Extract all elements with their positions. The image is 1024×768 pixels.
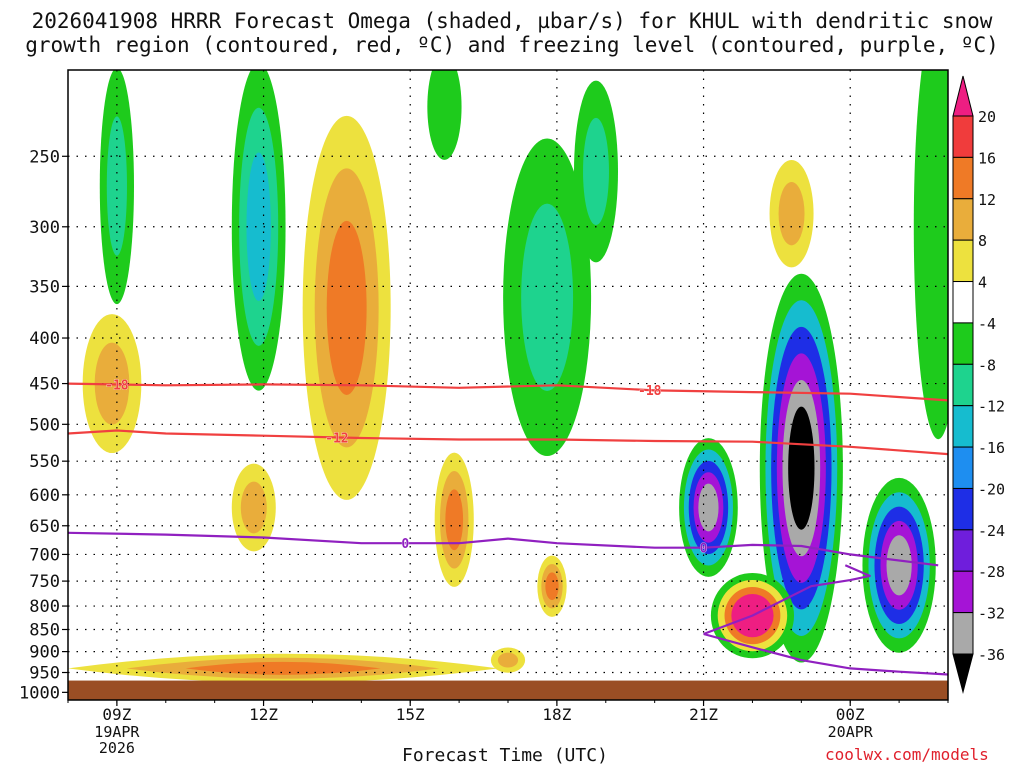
ground-layer	[68, 680, 948, 700]
y-tick-label-500: 500	[29, 415, 60, 435]
omega-shade-15-1	[778, 182, 805, 246]
y-tick-label-450: 450	[29, 375, 60, 395]
colorbar-swatch-7	[952, 363, 974, 407]
colorbar: 20 16 12 8 4 -4 -8 -12 -16 -20 -24 -28 -32 -36	[952, 75, 1005, 694]
contour-line-0	[68, 382, 948, 402]
colorbar-swatch-11	[952, 529, 974, 572]
omega-shade-7-1	[240, 481, 267, 534]
omega-shade-3-1	[583, 117, 609, 226]
omega-shade-band-2	[185, 661, 381, 675]
omega-shade-11-4	[698, 483, 719, 532]
y-tick-label-600: 600	[29, 486, 60, 506]
x-tick-label-0: 09Z	[102, 705, 131, 724]
x-tick-label-3: 18Z	[542, 705, 571, 724]
omega-shade-8-2	[445, 489, 464, 551]
y-tick-label-750: 750	[29, 572, 60, 592]
omega-shade-2-1	[521, 203, 574, 391]
colorbar-label-8: -16	[978, 439, 1005, 457]
colorbar-swatch-12	[952, 570, 974, 614]
contour-label-0-1: -18	[638, 384, 662, 399]
temperature-contours: -18 -18 -12 0 0	[68, 378, 948, 676]
colorbar-label-3: 8	[978, 232, 987, 250]
colorbar-label-4: 4	[978, 274, 987, 292]
colorbar-swatch-1	[952, 115, 974, 158]
colorbar-label-2: 12	[978, 191, 996, 209]
colorbar-label-5: -4	[978, 315, 996, 333]
x-tick-label-5: 00Z	[836, 705, 865, 724]
colorbar-label-9: -20	[978, 480, 1005, 498]
omega-shade-0-1	[106, 116, 127, 256]
credit-link[interactable]: coolwx.com/models	[825, 745, 989, 764]
contour-line-3	[703, 564, 871, 636]
colorbar-label-1: 16	[978, 149, 996, 167]
colorbar-label-10: -24	[978, 522, 1005, 540]
contour-line-2	[68, 531, 939, 567]
omega-shade-12-5	[788, 406, 815, 530]
omega-shade-1-2	[246, 152, 271, 302]
y-tick-label-250: 250	[29, 147, 60, 167]
colorbar-swatch-4	[952, 239, 974, 283]
y-tick-label-850: 850	[29, 620, 60, 640]
omega-shade-13-4	[886, 535, 912, 596]
colorbar-label-12: -32	[978, 605, 1005, 623]
colorbar-swatch-9	[952, 446, 974, 489]
colorbar-swatch-10	[952, 487, 974, 531]
x-axis-label: Forecast Time (UTC)	[402, 745, 608, 766]
omega-shade-4-0	[427, 70, 462, 160]
colorbar-swatch-3	[952, 198, 974, 241]
x-tick-label-4: 21Z	[689, 705, 718, 724]
x-tick-sublabel-0-1: 2026	[99, 739, 135, 757]
colorbar-swatch-5	[952, 281, 974, 324]
y-tick-label-1000: 1000	[19, 683, 60, 703]
colorbar-label-7: -12	[978, 398, 1005, 416]
y-tick-label-650: 650	[29, 517, 60, 537]
y-tick-label-400: 400	[29, 329, 60, 349]
contour-label-2-1: 0	[700, 542, 708, 557]
y-tick-label-900: 900	[29, 643, 60, 663]
y-tick-label-550: 550	[29, 452, 60, 472]
colorbar-label-0: 20	[978, 108, 996, 126]
x-tick-label-2: 15Z	[396, 705, 425, 724]
y-tick-label-350: 350	[29, 277, 60, 297]
omega-shade-16-0	[913, 70, 948, 440]
contour-line-1	[68, 429, 948, 456]
colorbar-swatch-8	[952, 405, 974, 448]
y-tick-label-300: 300	[29, 218, 60, 238]
colorbar-label-6: -8	[978, 356, 996, 374]
colorbar-top-arrow	[952, 75, 974, 117]
x-tick-label-1: 12Z	[249, 705, 278, 724]
title-line-1: 2026041908 HRRR Forecast Omega (shaded, …	[31, 9, 993, 33]
colorbar-swatch-13	[952, 612, 974, 655]
y-tick-label-950: 950	[29, 664, 60, 684]
omega-shade-10-1	[497, 652, 519, 668]
contour-label-2-0: 0	[401, 537, 409, 552]
omega-shade-9-2	[545, 572, 559, 601]
omega-shade-6-2	[326, 220, 367, 395]
colorbar-swatch-2	[952, 156, 974, 200]
contour-line-4	[703, 632, 948, 676]
colorbar-bottom-arrow	[952, 653, 974, 694]
y-tick-label-700: 700	[29, 545, 60, 565]
contour-label-1-0: -12	[325, 431, 348, 446]
y-axis: 250 300 350 400 450 500 550 600 650 700 750 800 850 9…	[19, 147, 68, 703]
colorbar-label-11: -28	[978, 563, 1005, 581]
title-line-2: growth region (contoured, red, ºC) and f…	[25, 33, 999, 57]
colorbar-swatch-6	[952, 322, 974, 365]
contour-label-0-0: -18	[105, 378, 129, 393]
x-tick-sublabel-0-0: 19APR	[94, 723, 140, 741]
y-tick-label-800: 800	[29, 597, 60, 617]
x-tick-sublabel-5-0: 20APR	[828, 723, 874, 741]
colorbar-label-13: -36	[978, 646, 1005, 664]
